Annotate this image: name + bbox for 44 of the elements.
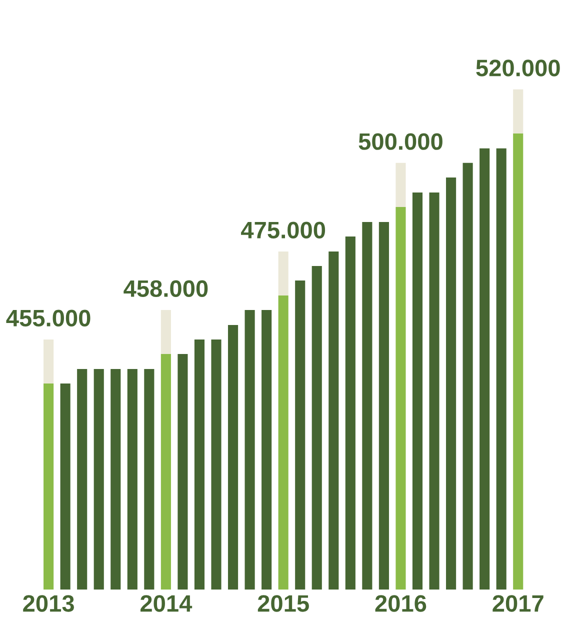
bar (480, 148, 490, 590)
bar (94, 369, 104, 590)
bar (345, 236, 356, 590)
x-tick-label: 2016 (375, 595, 426, 612)
bar (378, 222, 389, 590)
bar (144, 369, 154, 590)
bar (429, 192, 440, 590)
bar (412, 192, 423, 590)
x-tick-label: 2013 (23, 595, 74, 612)
bar (462, 162, 473, 590)
bar (77, 369, 88, 590)
bar (312, 266, 322, 590)
bar (127, 369, 138, 590)
bar (396, 162, 406, 207)
x-tick-label: 2015 (258, 595, 309, 612)
annotation: 520.000 (476, 60, 560, 76)
bar (396, 206, 406, 590)
annotation: 458.000 (124, 280, 208, 297)
annotation: 500.000 (358, 133, 442, 150)
bar (513, 133, 524, 590)
bar (295, 280, 306, 590)
bar (262, 310, 272, 590)
annotation: 475.000 (241, 222, 326, 238)
bar (44, 340, 54, 384)
bar (244, 310, 255, 590)
bar (194, 340, 205, 590)
bar (513, 89, 524, 134)
bar (278, 295, 288, 590)
bar (328, 251, 339, 590)
bar (278, 251, 288, 296)
bar (60, 384, 70, 590)
bar (496, 148, 506, 590)
bar (178, 354, 188, 590)
bar (362, 222, 372, 590)
bar (160, 310, 171, 354)
bar (228, 325, 238, 590)
bar (446, 177, 456, 590)
bar (44, 384, 54, 590)
x-tick-label: 2017 (492, 595, 544, 612)
bar (160, 354, 171, 590)
bar (110, 369, 121, 590)
x-tick-label: 2014 (140, 595, 192, 612)
bar (211, 340, 222, 590)
annotation: 455.000 (6, 310, 90, 327)
